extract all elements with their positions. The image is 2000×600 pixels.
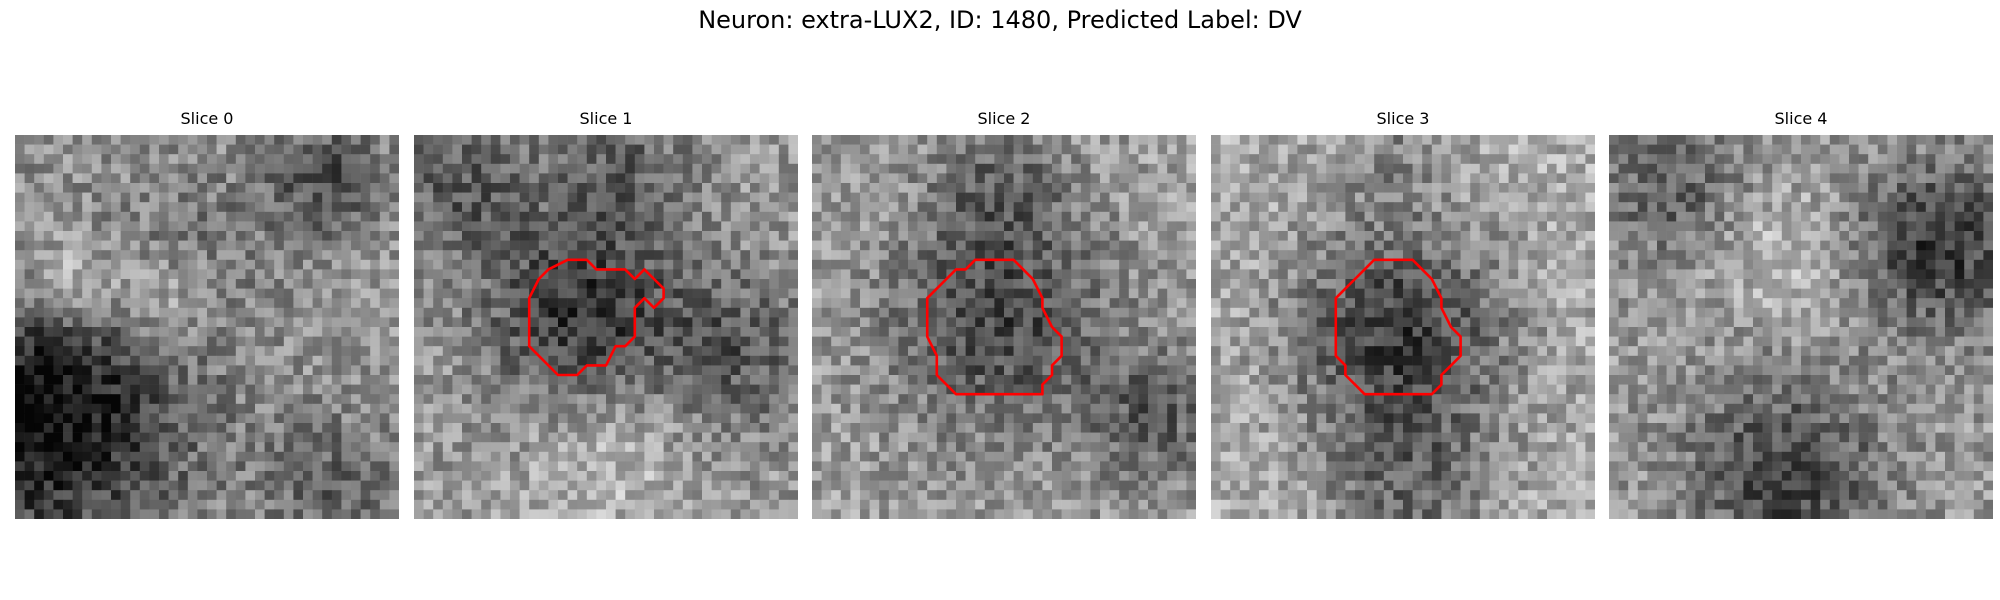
slice-image — [414, 135, 798, 519]
slice-image — [1609, 135, 1993, 519]
segmentation-contour — [925, 258, 1063, 396]
pixel-grid — [812, 135, 1196, 519]
pixel-grid — [1609, 135, 1993, 519]
segmentation-contour — [1334, 258, 1462, 396]
slice-panel-3: Slice 3 — [1211, 108, 1595, 519]
slice-image — [15, 135, 399, 519]
slice-title: Slice 2 — [977, 109, 1031, 128]
slice-title: Slice 0 — [180, 109, 234, 128]
pixel-grid — [1211, 135, 1595, 519]
figure-title: Neuron: extra-LUX2, ID: 1480, Predicted … — [698, 6, 1302, 34]
slice-panel-0: Slice 0 — [15, 108, 399, 519]
slice-title: Slice 3 — [1376, 109, 1430, 128]
slice-panel-1: Slice 1 — [414, 108, 798, 519]
slice-title: Slice 1 — [579, 109, 633, 128]
slice-panel-4: Slice 4 — [1609, 108, 1993, 519]
pixel-grid — [15, 135, 399, 519]
slice-image — [812, 135, 1196, 519]
slice-panel-2: Slice 2 — [812, 108, 1196, 519]
slice-title: Slice 4 — [1774, 109, 1828, 128]
segmentation-contour — [527, 258, 665, 377]
slice-image — [1211, 135, 1595, 519]
pixel-grid — [414, 135, 798, 519]
